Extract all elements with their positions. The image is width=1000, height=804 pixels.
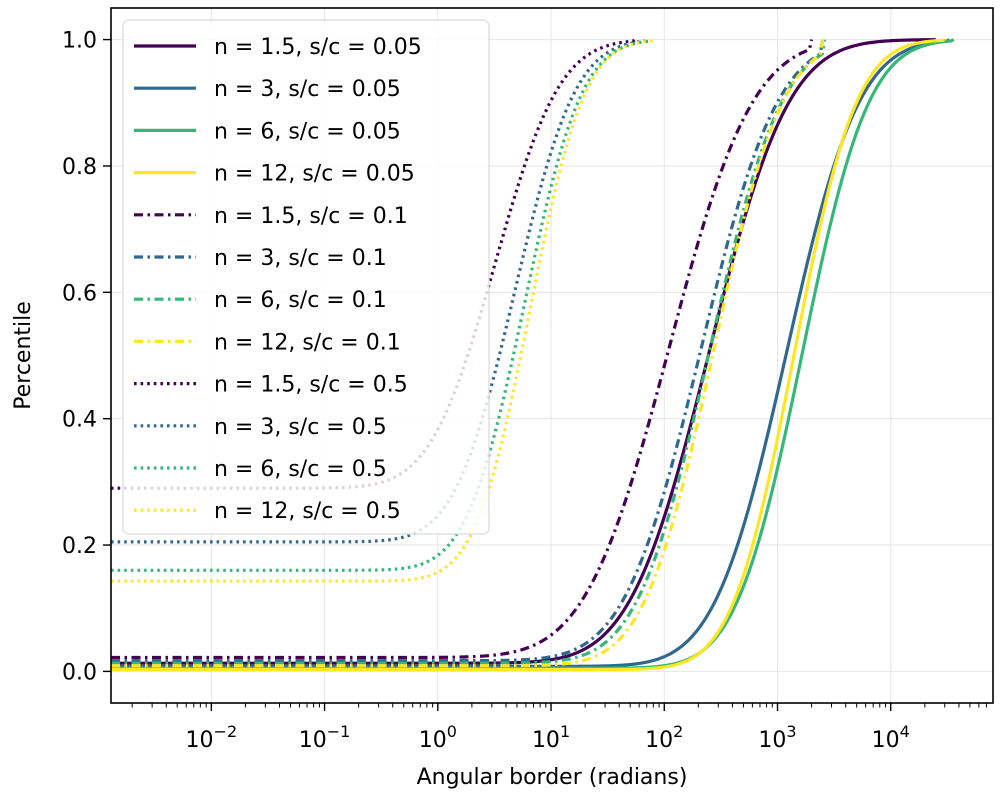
series-line (111, 38, 652, 572)
series-line (111, 38, 951, 668)
series-line (111, 38, 946, 672)
series-line (111, 39, 825, 663)
x-tick-label: 104 (872, 722, 910, 753)
y-tick-label: 1.0 (62, 29, 97, 54)
y-tick-label: 0.6 (62, 281, 97, 306)
x-tick-label-exponent: −1 (327, 722, 351, 741)
x-tick-label: 100 (419, 722, 457, 753)
x-tick-label: 10−1 (299, 722, 351, 753)
y-tick-label: 0.8 (62, 155, 97, 180)
x-axis-label: Angular border (radians) (417, 765, 688, 790)
y-tick-label: 0.4 (62, 408, 97, 433)
y-axis-label: Percentile (11, 301, 36, 410)
series-line (111, 39, 827, 665)
y-tick-label: 0.0 (62, 660, 97, 685)
legend-entry-label: n = 6, s/c = 0.05 (214, 119, 401, 144)
x-tick-label: 103 (758, 722, 796, 753)
legend-entry-label: n = 12, s/c = 0.1 (214, 330, 401, 355)
x-tick-label: 102 (645, 722, 683, 753)
series-line (111, 39, 825, 668)
legend-entry-label: n = 1.5, s/c = 0.5 (214, 373, 408, 398)
x-tick-label-base: 10 (419, 728, 447, 753)
plot-frame (110, 7, 994, 704)
x-tick-label-base: 10 (299, 728, 327, 753)
series-line (111, 39, 814, 660)
legend-entry-label: n = 3, s/c = 0.05 (214, 77, 401, 102)
x-tick-label-exponent: 4 (900, 722, 910, 741)
x-tick-label-base: 10 (758, 728, 786, 753)
x-tick-label-base: 10 (645, 728, 673, 753)
x-tick-label-exponent: 0 (447, 722, 457, 741)
legend-entry-label: n = 1.5, s/c = 0.1 (214, 204, 408, 229)
legend-entry-label: n = 1.5, s/c = 0.05 (214, 35, 422, 60)
legend-entry-label: n = 6, s/c = 0.1 (214, 288, 387, 313)
x-tick-label-base: 10 (872, 728, 900, 753)
x-tick-label: 101 (532, 722, 570, 753)
legend-box (122, 19, 490, 535)
x-axis: 10−2 10−1 100 101 102 103 104 (131, 703, 987, 753)
legend-entry-label: n = 3, s/c = 0.5 (214, 415, 387, 440)
legend-entry-label: n = 12, s/c = 0.05 (214, 162, 415, 187)
legend-entry-label: n = 12, s/c = 0.5 (214, 499, 401, 524)
x-tick-label-base: 10 (186, 728, 214, 753)
series-line (111, 38, 655, 583)
series-lines (111, 37, 955, 672)
x-tick-label-exponent: 3 (786, 722, 796, 741)
legend-entry-label: n = 3, s/c = 0.1 (214, 246, 387, 271)
y-axis: 0.0 0.2 0.4 0.6 0.8 1.0 (62, 29, 111, 685)
legend: n = 1.5, s/c = 0.05 n = 3, s/c = 0.05 n = … (122, 19, 490, 535)
x-tick-label-exponent: −2 (214, 722, 238, 741)
x-tick-label: 10−2 (186, 722, 238, 753)
legend-entry-label: n = 6, s/c = 0.5 (214, 457, 387, 482)
x-tick-label-exponent: 1 (560, 722, 570, 741)
x-tick-label-base: 10 (532, 728, 560, 753)
x-tick-label-exponent: 2 (673, 722, 683, 741)
y-tick-label: 0.2 (62, 534, 97, 559)
